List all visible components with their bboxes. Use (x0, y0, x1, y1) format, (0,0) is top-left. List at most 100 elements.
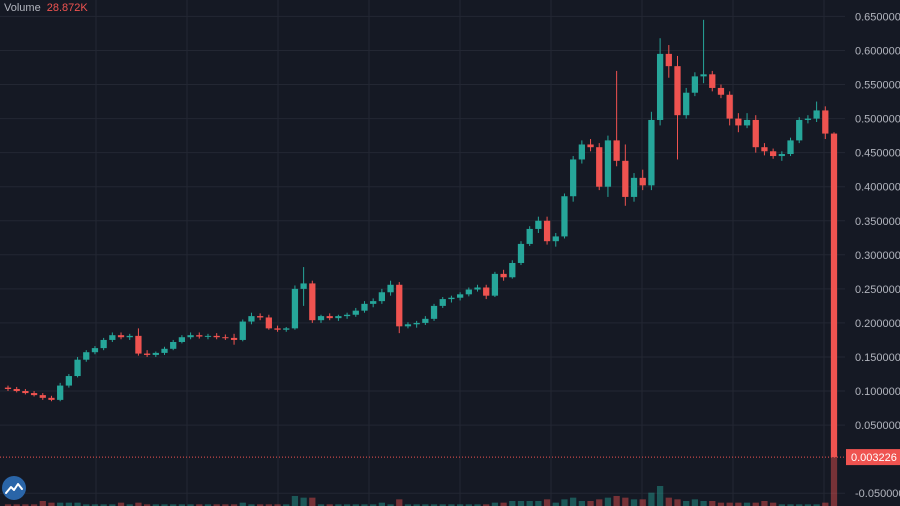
candle (752, 115, 759, 153)
volume-bar (770, 502, 777, 506)
candle-body (596, 147, 603, 187)
candle-body (413, 322, 420, 325)
volume-bar (257, 504, 264, 506)
last-price-marker: 0.003226 (846, 449, 900, 466)
volume-bar (543, 499, 551, 506)
candle-body (178, 337, 186, 342)
candle-body (604, 140, 612, 187)
candle (326, 313, 333, 321)
price-axis[interactable]: 0.650000 0.600000 0.550000 0.500000 0.450000… (855, 11, 900, 500)
candle (135, 328, 142, 356)
volume-bar (535, 501, 542, 506)
candle (335, 314, 342, 321)
volume-bar (109, 504, 116, 506)
volume-bar (248, 504, 255, 506)
candle-body (613, 140, 620, 161)
candle (500, 269, 507, 281)
volume-bar (387, 504, 394, 506)
candle (283, 327, 290, 332)
volume-bar (796, 504, 803, 506)
candle (39, 393, 46, 400)
volume-bar (709, 501, 716, 506)
volume-bar (413, 504, 420, 506)
volume-bar (13, 504, 20, 506)
volume-bar (726, 502, 733, 506)
candle (22, 388, 29, 395)
volume-bar (404, 504, 412, 506)
candle-body (691, 76, 699, 93)
candle-body (291, 288, 299, 329)
volume-bar (830, 456, 838, 506)
volume-legend: Volume 28.872K (4, 2, 88, 14)
candle-body (170, 341, 177, 349)
price-axis-label: 0.050000 (855, 420, 900, 432)
price-axis-label: -0.050000 (855, 488, 900, 500)
grid-lines (0, 0, 845, 506)
candle-body (822, 110, 829, 134)
volume-bar (370, 504, 377, 506)
volume-bar (804, 504, 812, 506)
candle-body (465, 289, 472, 295)
candle-body (796, 119, 803, 141)
volume-bar (48, 502, 55, 506)
volume-bar (622, 497, 629, 506)
candle-body (22, 391, 29, 394)
candle-body (387, 284, 394, 293)
volume-bar (83, 504, 90, 506)
candle-body (639, 177, 646, 186)
candle-body (48, 397, 55, 400)
volume-bar (335, 504, 342, 506)
candle-body (4, 387, 12, 389)
tradingview-logo-icon[interactable] (2, 476, 26, 500)
candle (430, 303, 438, 321)
volume-bar (343, 504, 351, 506)
candle (587, 139, 594, 152)
candle-body (656, 53, 664, 120)
candle (109, 332, 116, 342)
price-axis-label: 0.400000 (855, 182, 900, 194)
candle (665, 45, 672, 78)
candle (370, 298, 377, 308)
price-axis-label: 0.350000 (855, 216, 900, 228)
candle-body (152, 352, 159, 355)
volume-bar (570, 497, 577, 506)
candle (543, 216, 551, 245)
price-axis-label: 0.550000 (855, 80, 900, 92)
candle-body (57, 385, 64, 400)
candle (648, 111, 655, 191)
candle (161, 346, 168, 355)
candle-body (300, 283, 307, 289)
candle-body (39, 395, 46, 398)
volume-bar (91, 504, 99, 506)
candle (378, 288, 386, 304)
candle (126, 333, 133, 340)
candle (604, 135, 612, 197)
volume-bar (717, 502, 725, 506)
candle-body (135, 335, 142, 354)
candle-body (778, 154, 785, 157)
candle-body (700, 74, 707, 77)
candle-body (509, 262, 516, 278)
price-axis-label: 0.300000 (855, 250, 900, 262)
candle (535, 216, 542, 234)
candle-body (352, 310, 359, 315)
candle-body (630, 177, 638, 197)
volume-bar (691, 499, 699, 506)
candle-body (804, 118, 812, 120)
candle-body (361, 303, 368, 311)
candle-body (709, 74, 716, 88)
volume-bar (822, 502, 829, 506)
candle-body (196, 335, 203, 337)
volume-bar (587, 501, 594, 506)
candle-body (770, 151, 777, 157)
price-axis-label: 0.650000 (855, 11, 900, 23)
candle-body (83, 352, 90, 360)
candle (222, 334, 229, 340)
candle-body (430, 305, 438, 319)
candle (361, 301, 368, 313)
volume-bar (483, 504, 490, 506)
volume-bar (509, 501, 516, 506)
candle-body (830, 133, 838, 458)
candle (796, 117, 803, 144)
